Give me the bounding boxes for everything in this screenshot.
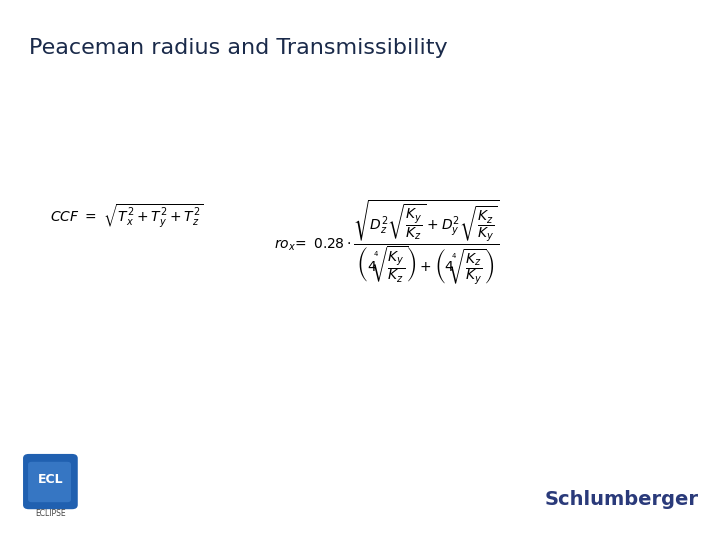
FancyBboxPatch shape — [23, 454, 78, 509]
Text: $\mathit{ro}_x\! =\ 0.28 \cdot\dfrac{\sqrt{D_z^2\sqrt{\dfrac{K_y}{K_z}} + D_y^2\: $\mathit{ro}_x\! =\ 0.28 \cdot\dfrac{\sq… — [274, 199, 499, 287]
FancyBboxPatch shape — [28, 462, 71, 502]
Text: Peaceman radius and Transmissibility: Peaceman radius and Transmissibility — [29, 38, 447, 58]
Text: ECL: ECL — [37, 472, 63, 486]
Text: ECLIPSE: ECLIPSE — [35, 509, 66, 517]
Text: $CCF\ =\ \sqrt{T_x^2 + T_y^2 + T_z^2}$: $CCF\ =\ \sqrt{T_x^2 + T_y^2 + T_z^2}$ — [50, 202, 204, 230]
Text: Schlumberger: Schlumberger — [544, 490, 698, 509]
